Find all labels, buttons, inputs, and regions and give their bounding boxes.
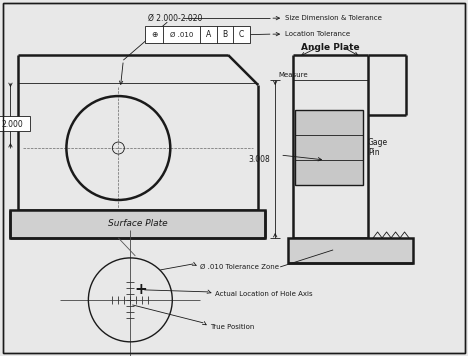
Text: Surface Plate: Surface Plate [108, 219, 168, 229]
Text: A: A [205, 30, 211, 39]
Text: Gage
Pin: Gage Pin [368, 138, 388, 157]
Text: C: C [239, 30, 244, 39]
Bar [288, 238, 413, 263]
Bar [0, 116, 30, 131]
Text: Location Tolerance: Location Tolerance [285, 31, 351, 37]
Text: Ø 2.000-2.020: Ø 2.000-2.020 [148, 14, 203, 23]
Text: +: + [134, 282, 146, 297]
Text: Ø .010 Tolerance Zone: Ø .010 Tolerance Zone [200, 264, 279, 270]
Text: True Position: True Position [210, 324, 255, 330]
Bar [10, 210, 265, 238]
Text: Angle Plate: Angle Plate [301, 43, 359, 52]
Text: 3.008: 3.008 [249, 155, 270, 163]
Text: ⊕: ⊕ [151, 30, 158, 39]
Bar [295, 110, 363, 185]
Text: Measure: Measure [278, 72, 308, 78]
Bar [146, 26, 250, 43]
Text: 2.000: 2.000 [1, 120, 23, 129]
Text: Actual Location of Hole Axis: Actual Location of Hole Axis [215, 291, 313, 297]
Text: B: B [223, 30, 228, 39]
Text: Size Dimension & Tolerance: Size Dimension & Tolerance [285, 15, 382, 21]
Text: Ø .010: Ø .010 [169, 32, 193, 38]
